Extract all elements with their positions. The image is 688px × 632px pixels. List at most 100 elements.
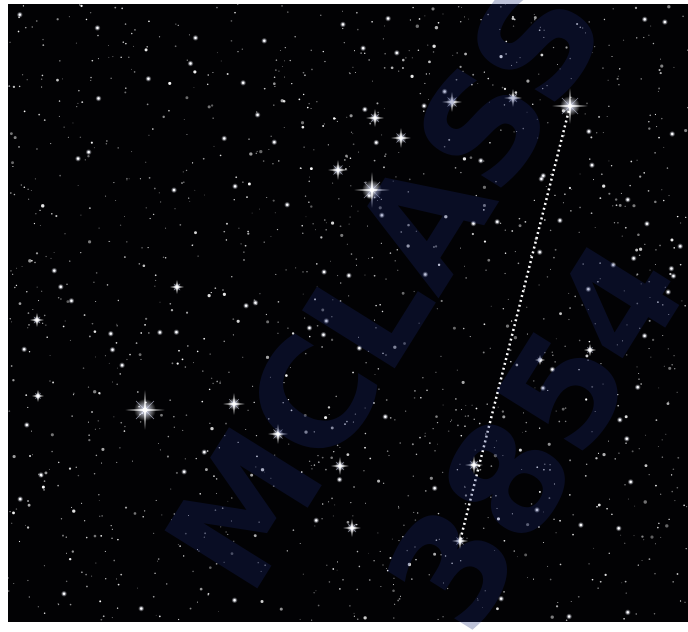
faint-star <box>25 27 27 29</box>
faint-star <box>504 273 505 274</box>
faint-star <box>38 606 39 607</box>
faint-star <box>144 324 146 326</box>
faint-star <box>314 592 315 593</box>
faint-star <box>212 118 213 119</box>
faint-star <box>308 181 310 183</box>
faint-star <box>16 285 17 286</box>
faint-star <box>146 207 147 208</box>
faint-star <box>380 586 381 587</box>
faint-star <box>231 276 232 277</box>
faint-star <box>160 201 161 202</box>
faint-star <box>86 586 88 588</box>
star <box>189 62 191 64</box>
faint-star <box>66 284 67 285</box>
faint-star <box>95 562 96 563</box>
faint-star <box>615 198 617 200</box>
faint-star <box>51 451 53 453</box>
faint-star <box>425 433 426 434</box>
faint-star <box>174 427 175 428</box>
faint-star <box>570 210 572 212</box>
faint-star <box>100 619 102 621</box>
faint-star <box>84 314 86 316</box>
faint-star <box>148 20 150 22</box>
faint-star <box>625 227 627 229</box>
faint-star <box>70 604 72 606</box>
faint-star <box>316 101 317 102</box>
faint-star <box>649 114 651 116</box>
star <box>646 223 648 225</box>
faint-star <box>684 602 685 603</box>
faint-star <box>169 399 171 401</box>
faint-star <box>71 507 72 508</box>
faint-star <box>31 260 33 262</box>
faint-star <box>108 45 109 46</box>
faint-star <box>342 579 344 581</box>
faint-star <box>368 59 370 61</box>
faint-star <box>257 151 258 152</box>
faint-star <box>69 558 71 560</box>
faint-star <box>118 300 119 301</box>
faint-star <box>256 153 257 154</box>
faint-star <box>192 162 193 163</box>
faint-star <box>432 428 433 429</box>
faint-star <box>34 223 35 224</box>
faint-star <box>50 355 51 356</box>
faint-star <box>301 225 303 227</box>
faint-star <box>88 387 89 388</box>
faint-star <box>163 257 164 258</box>
faint-star <box>103 615 105 617</box>
faint-star <box>645 435 646 436</box>
faint-star <box>667 402 670 405</box>
faint-star <box>613 8 614 9</box>
faint-star <box>27 580 28 581</box>
star <box>77 157 79 159</box>
star <box>591 164 593 166</box>
faint-star <box>184 119 185 120</box>
faint-star <box>416 454 417 455</box>
faint-star <box>99 516 100 517</box>
faint-star <box>278 70 279 71</box>
faint-star <box>166 583 167 584</box>
faint-star <box>168 436 170 438</box>
faint-star <box>28 312 30 314</box>
star <box>670 267 672 269</box>
faint-star <box>202 370 203 371</box>
faint-star <box>550 230 552 232</box>
faint-star <box>621 582 622 583</box>
faint-star <box>27 327 28 328</box>
faint-star <box>97 35 99 37</box>
faint-star <box>387 450 388 451</box>
faint-star <box>235 176 237 178</box>
faint-star <box>658 91 659 92</box>
faint-star <box>270 236 271 237</box>
faint-star <box>194 231 197 234</box>
faint-star <box>275 274 276 275</box>
faint-star <box>32 309 33 310</box>
faint-star <box>69 16 70 17</box>
faint-star <box>285 269 287 271</box>
faint-star <box>274 86 275 87</box>
faint-star <box>313 223 314 224</box>
faint-star <box>12 274 13 275</box>
faint-star <box>470 336 471 337</box>
bright-star <box>176 286 179 289</box>
faint-star <box>655 114 656 115</box>
faint-star <box>435 415 438 418</box>
faint-star <box>280 50 281 51</box>
faint-star <box>105 196 106 197</box>
faint-star <box>23 5 24 6</box>
faint-star <box>81 503 82 504</box>
faint-star <box>44 565 45 566</box>
faint-star <box>165 228 166 229</box>
faint-star <box>140 421 141 422</box>
faint-star <box>216 7 218 9</box>
faint-star <box>11 321 12 322</box>
faint-star <box>673 468 675 470</box>
faint-star <box>13 86 15 88</box>
faint-star <box>273 200 275 202</box>
faint-star <box>98 420 99 421</box>
faint-star <box>8 410 10 412</box>
faint-star <box>124 426 125 427</box>
faint-star <box>608 106 609 107</box>
faint-star <box>112 381 113 382</box>
